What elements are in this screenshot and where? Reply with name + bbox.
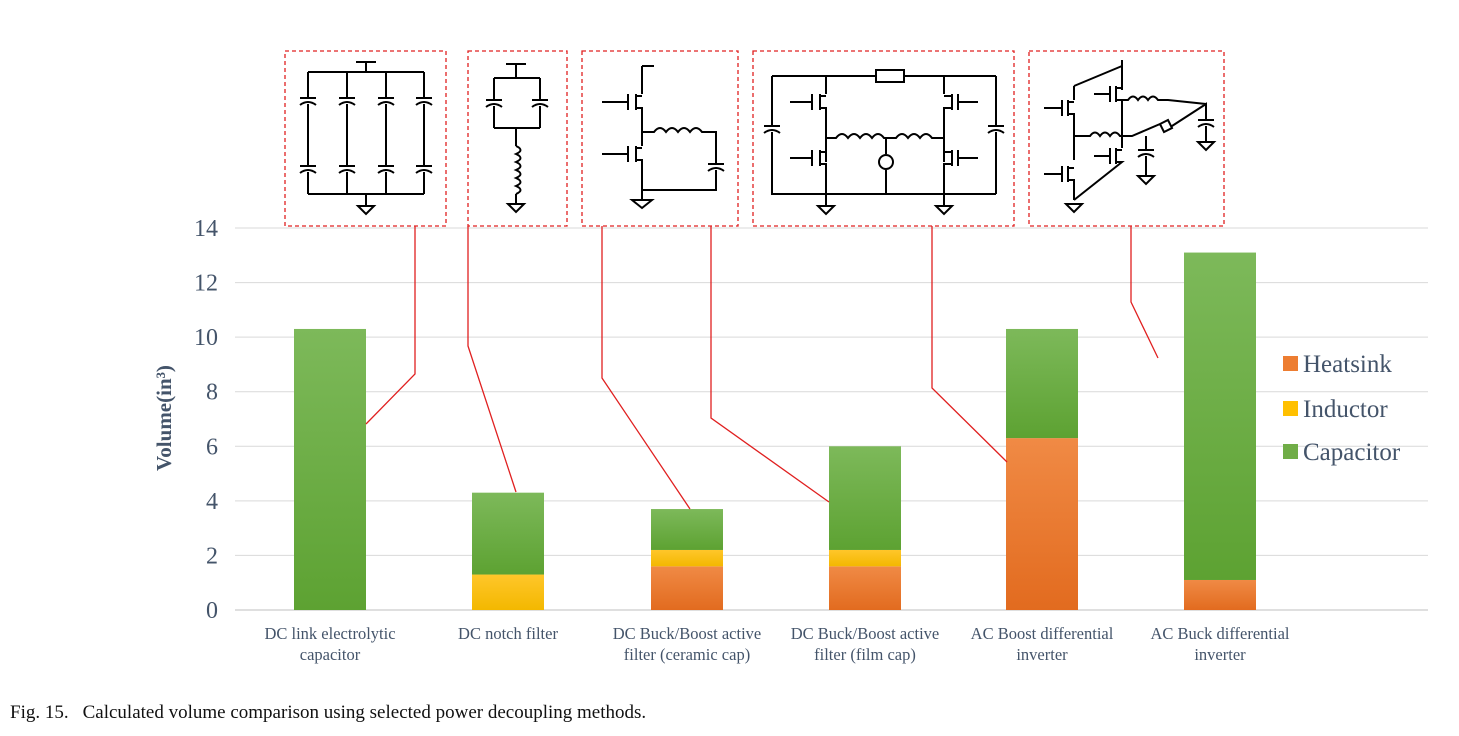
bar-capacitor-5 — [1184, 252, 1256, 580]
x-category-label: DC Buck/Boost active filter (ceramic cap) — [613, 624, 761, 664]
bar-capacitor-1 — [472, 492, 544, 575]
bar-inductor-1 — [472, 574, 544, 610]
caption-text: Calculated volume comparison using selec… — [82, 702, 647, 723]
y-tick-label: 0 — [206, 598, 218, 624]
x-category-labels: DC link electrolytic capacitor DC notch fi… — [264, 624, 1289, 664]
y-tick-label: 6 — [206, 434, 218, 460]
schematic-ac-differential — [1028, 50, 1225, 227]
bar-heatsink-4 — [1006, 438, 1078, 610]
bar-inductor-3 — [829, 549, 901, 567]
x-category-label: DC link electrolytic capacitor — [264, 624, 395, 664]
callout-lines — [365, 226, 1159, 510]
schematic-insets — [284, 50, 1225, 227]
legend-label-heatsink: Heatsink — [1303, 351, 1392, 378]
bar-capacitor-3 — [829, 446, 901, 550]
x-category-label: AC Boost differential inverter — [971, 624, 1114, 664]
x-category-label: DC notch filter — [458, 624, 558, 643]
y-tick-label: 8 — [206, 380, 218, 406]
schematic-film-filter — [752, 50, 1015, 227]
legend-label-capacitor: Capacitor — [1303, 439, 1401, 466]
bar-capacitor-0 — [294, 328, 366, 610]
y-tick-labels: 0 2 4 6 8 10 12 14 — [194, 216, 218, 624]
legend-swatch-heatsink — [1283, 356, 1298, 371]
y-tick-label: 14 — [194, 216, 218, 242]
schematic-active-filter — [581, 50, 739, 227]
legend: Heatsink Inductor Capacitor — [1283, 351, 1401, 466]
figure-caption: Fig. 15. Calculated volume comparison usi… — [10, 702, 646, 724]
legend-swatch-capacitor — [1283, 444, 1298, 459]
bar-heatsink-2 — [651, 566, 723, 610]
x-category-label: DC Buck/Boost active filter (film cap) — [791, 624, 939, 664]
y-tick-label: 2 — [206, 543, 218, 569]
y-tick-label: 10 — [194, 325, 218, 351]
bar-capacitor-2 — [651, 509, 723, 550]
bar-inductor-2 — [651, 549, 723, 567]
bar-heatsink-5 — [1184, 579, 1256, 610]
bar-heatsink-3 — [829, 566, 901, 610]
y-tick-label: 4 — [206, 489, 218, 515]
schematic-dc-link — [284, 50, 447, 227]
bars — [294, 252, 1256, 610]
y-tick-label: 12 — [194, 271, 218, 297]
y-axis-label: Volume(in³) — [152, 365, 176, 471]
bar-capacitor-4 — [1006, 328, 1078, 439]
caption-label: Fig. 15. — [10, 702, 69, 723]
legend-swatch-inductor — [1283, 401, 1298, 416]
legend-label-inductor: Inductor — [1303, 396, 1388, 423]
x-category-label: AC Buck differential inverter — [1151, 624, 1290, 664]
schematic-notch — [467, 50, 568, 227]
